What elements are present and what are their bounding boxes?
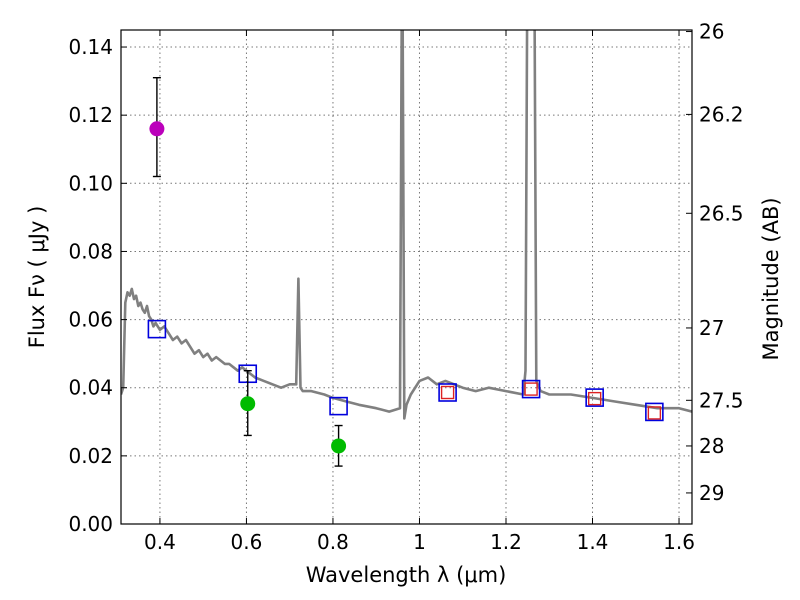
x-tick-label: 1.6 bbox=[663, 530, 695, 554]
x-tick-label: 1 bbox=[413, 530, 426, 554]
y-tick-label: 0.10 bbox=[68, 171, 113, 195]
y-tick-label: 0.06 bbox=[68, 308, 113, 332]
observed-point-green bbox=[331, 438, 347, 454]
x-tick-label: 1.4 bbox=[577, 530, 609, 554]
observed-square bbox=[647, 406, 662, 420]
observed-point-magenta bbox=[149, 121, 165, 137]
marker-layer bbox=[147, 76, 664, 467]
x-tick-label: 0.4 bbox=[144, 530, 176, 554]
magnitude-axis-label: Magnitude (AB) bbox=[759, 197, 783, 360]
observed-point-green bbox=[240, 396, 256, 412]
spectrum-line bbox=[121, 30, 692, 420]
y-tick-label: 0.04 bbox=[68, 376, 113, 400]
magnitude-tick-label: 29 bbox=[699, 481, 724, 505]
observed-square bbox=[440, 385, 455, 400]
y-tick-label: 0.12 bbox=[68, 103, 113, 127]
observed-square bbox=[587, 391, 602, 406]
observed-square bbox=[524, 382, 538, 396]
plot-frame bbox=[120, 29, 693, 525]
y-axis-label: Flux Fν ( μJy ) bbox=[25, 206, 49, 349]
x-tick-label: 0.6 bbox=[231, 530, 263, 554]
x-tick-label: 1.2 bbox=[490, 530, 522, 554]
y-tick-label: 0.14 bbox=[68, 35, 113, 59]
y-tick-label: 0.02 bbox=[68, 444, 113, 468]
model-square bbox=[645, 402, 664, 422]
magnitude-tick-label: 27 bbox=[699, 316, 724, 340]
y-tick-label: 0.00 bbox=[68, 512, 113, 536]
model-square bbox=[329, 396, 348, 416]
magnitude-tick-label: 26.2 bbox=[699, 102, 744, 126]
magnitude-tick-label: 26 bbox=[699, 20, 724, 44]
ticks: 0.4 0.6 0.8 1 1.2 1.4 1.6 0.00 0.02 0.04 0.06 0.08 0… bbox=[68, 20, 743, 554]
model-square bbox=[147, 319, 167, 339]
x-axis-label: Wavelength λ (μm) bbox=[306, 563, 507, 587]
model-square bbox=[585, 388, 604, 407]
grid bbox=[121, 30, 692, 524]
model-square bbox=[521, 379, 541, 399]
model-square bbox=[438, 383, 457, 402]
y-tick-label: 0.08 bbox=[68, 239, 113, 263]
magnitude-tick-label: 28 bbox=[699, 434, 724, 458]
x-tick-label: 0.8 bbox=[317, 530, 349, 554]
magnitude-tick-label: 26.5 bbox=[699, 201, 744, 225]
magnitude-tick-label: 27.5 bbox=[699, 388, 744, 412]
spectrum-layer bbox=[121, 30, 692, 420]
